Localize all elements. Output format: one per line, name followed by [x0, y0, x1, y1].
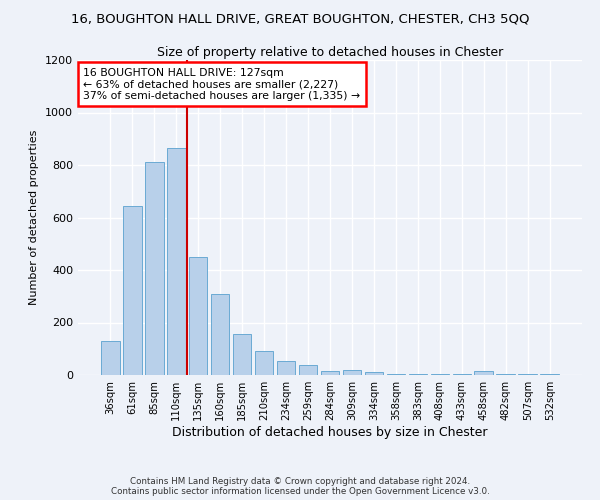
Y-axis label: Number of detached properties: Number of detached properties [29, 130, 40, 305]
Bar [189, 257, 208, 375]
Bar [365, 372, 383, 375]
Bar [277, 362, 295, 375]
Bar [211, 294, 229, 375]
Bar [541, 374, 559, 375]
Title: Size of property relative to detached houses in Chester: Size of property relative to detached ho… [157, 46, 503, 59]
Bar [343, 370, 361, 375]
Text: Contains HM Land Registry data © Crown copyright and database right 2024.
Contai: Contains HM Land Registry data © Crown c… [110, 476, 490, 496]
Bar [320, 371, 340, 375]
Bar [518, 374, 537, 375]
Bar [386, 374, 405, 375]
Bar [167, 148, 185, 375]
Bar [233, 334, 251, 375]
Text: 16, BOUGHTON HALL DRIVE, GREAT BOUGHTON, CHESTER, CH3 5QQ: 16, BOUGHTON HALL DRIVE, GREAT BOUGHTON,… [71, 12, 529, 26]
Bar [409, 374, 427, 375]
Bar [145, 162, 164, 375]
Bar [299, 364, 317, 375]
X-axis label: Distribution of detached houses by size in Chester: Distribution of detached houses by size … [172, 426, 488, 439]
Bar [475, 371, 493, 375]
Bar [496, 374, 515, 375]
Bar [431, 374, 449, 375]
Text: 16 BOUGHTON HALL DRIVE: 127sqm
← 63% of detached houses are smaller (2,227)
37% : 16 BOUGHTON HALL DRIVE: 127sqm ← 63% of … [83, 68, 360, 101]
Bar [123, 206, 142, 375]
Bar [101, 341, 119, 375]
Bar [255, 352, 274, 375]
Bar [452, 374, 471, 375]
